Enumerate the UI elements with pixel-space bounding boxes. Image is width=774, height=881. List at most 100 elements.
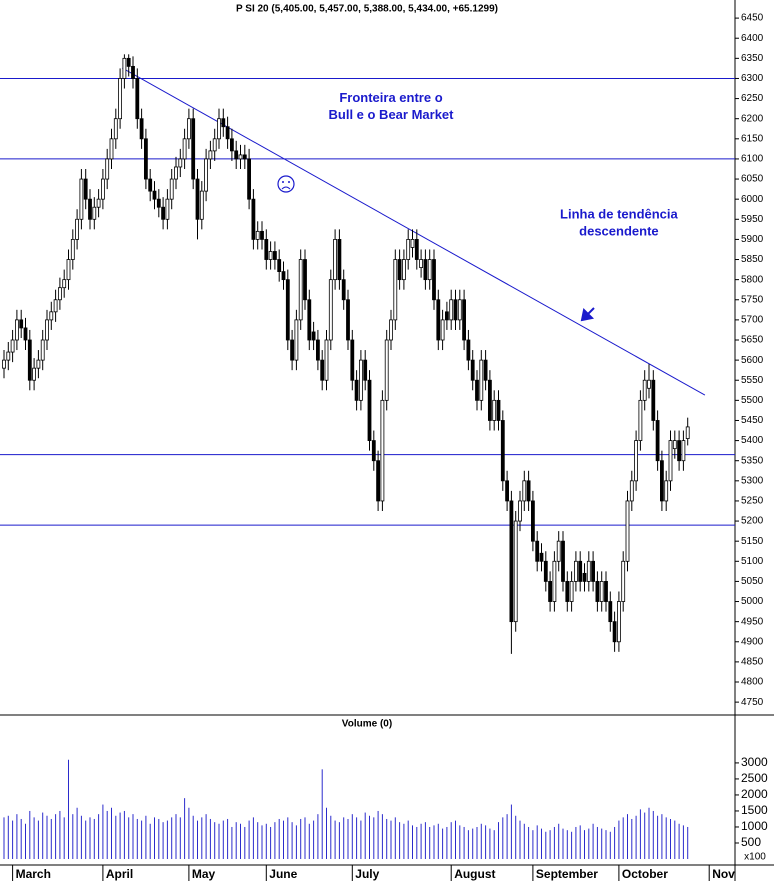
plot: 4750 4800 4850 4900 4950 5000 5050 5100 5150 5200…: [0, 13, 768, 881]
y-tick-label: 5250: [741, 496, 764, 507]
y-tick-label: 5350: [741, 455, 764, 466]
candle-body: [569, 581, 574, 602]
candle-body: [574, 560, 578, 582]
candle-body: [148, 178, 153, 192]
candle-body: [40, 339, 45, 361]
candle-body: [242, 154, 247, 160]
candle-body: [655, 420, 660, 462]
candle-body: [260, 230, 264, 240]
y-tick-label: 5500: [741, 395, 764, 406]
candle-body: [109, 138, 114, 160]
candle-body: [548, 581, 552, 602]
candle-body: [135, 78, 140, 120]
candle-body: [298, 259, 303, 321]
candle-body: [6, 351, 11, 361]
x-tick-label: August: [454, 867, 495, 881]
candle-body: [225, 126, 230, 140]
candle-body: [518, 500, 522, 522]
y-tick-label: 5150: [741, 536, 764, 547]
y-tick-label: 4750: [741, 697, 764, 708]
candle-body: [307, 299, 312, 341]
y-tick-label: 5800: [741, 274, 764, 285]
candle-body: [539, 552, 544, 562]
candle-body: [152, 190, 157, 200]
candle-body: [204, 158, 209, 192]
candle-body: [79, 178, 84, 220]
candle-body: [672, 440, 677, 450]
candle-body: [470, 359, 475, 381]
candle-body: [629, 480, 634, 502]
candle-body: [556, 540, 561, 562]
candle-body: [290, 339, 295, 361]
candle-body: [92, 206, 97, 220]
arrow-icon: [580, 307, 595, 322]
candle-body: [229, 138, 234, 152]
candle-body: [96, 198, 101, 208]
candle-body: [681, 440, 686, 462]
candle-body: [552, 560, 557, 602]
y-tick-label: 5550: [741, 375, 764, 386]
candle-body: [350, 339, 355, 381]
candle-body: [341, 279, 346, 301]
x-tick-label: July: [355, 867, 379, 881]
y-tick-label: 5200: [741, 516, 764, 527]
y-tick-label: 6100: [741, 154, 764, 165]
candle-body: [247, 158, 252, 200]
candle-body: [531, 500, 535, 542]
annotation: Linha de tendência: [560, 207, 679, 222]
candle-body: [165, 198, 170, 220]
candle-body: [363, 359, 368, 381]
candle-body: [272, 251, 277, 260]
candle-body: [462, 299, 467, 341]
candle-body: [505, 480, 510, 502]
candle-body: [479, 359, 484, 401]
candle-body: [83, 178, 88, 200]
candle-body: [208, 150, 213, 160]
candle-body: [410, 239, 415, 248]
candle-body: [389, 319, 393, 341]
candle-body: [371, 440, 376, 462]
candle-body: [217, 118, 221, 140]
chart-title: P SI 20 (5,405.00, 5,457.00, 5,388.00, 5…: [236, 4, 498, 15]
candle-body: [143, 138, 148, 180]
candle-body: [75, 218, 79, 240]
y-tick-label: 5650: [741, 335, 764, 346]
candle-body: [380, 399, 385, 502]
candle-body: [178, 158, 183, 168]
volume-title: Volume (0): [342, 719, 392, 730]
candle-body: [23, 327, 28, 341]
y-tick-label: 5950: [741, 214, 764, 225]
candle-body: [126, 57, 131, 67]
candle-body: [101, 178, 105, 200]
candle-body: [492, 399, 497, 421]
candle-body: [324, 339, 329, 381]
candle-body: [608, 601, 613, 623]
candle-body: [591, 560, 595, 582]
x-tick-label: March: [16, 867, 51, 881]
candle-body: [277, 259, 282, 272]
x-tick-label: June: [269, 867, 297, 881]
candle-body: [617, 601, 621, 643]
y-tick-label: 6300: [741, 73, 764, 84]
y-tick-label: 5750: [741, 294, 764, 305]
candle-body: [32, 367, 36, 381]
candle-body: [191, 118, 196, 180]
candle-body: [578, 560, 583, 582]
candle-body: [565, 581, 570, 602]
candle-body: [513, 520, 518, 623]
candle-body: [268, 251, 273, 260]
candle-body: [457, 299, 462, 321]
candle-body: [475, 379, 479, 401]
candle-body: [509, 500, 514, 623]
candle-body: [36, 359, 41, 369]
candle-body: [346, 299, 350, 341]
candle-body: [376, 460, 381, 502]
x-tick-label: September: [536, 867, 598, 881]
candle-body: [647, 379, 651, 389]
candle-body: [526, 480, 531, 502]
candle-body: [414, 239, 419, 260]
candle-body: [131, 65, 135, 79]
candle-body: [393, 259, 398, 321]
